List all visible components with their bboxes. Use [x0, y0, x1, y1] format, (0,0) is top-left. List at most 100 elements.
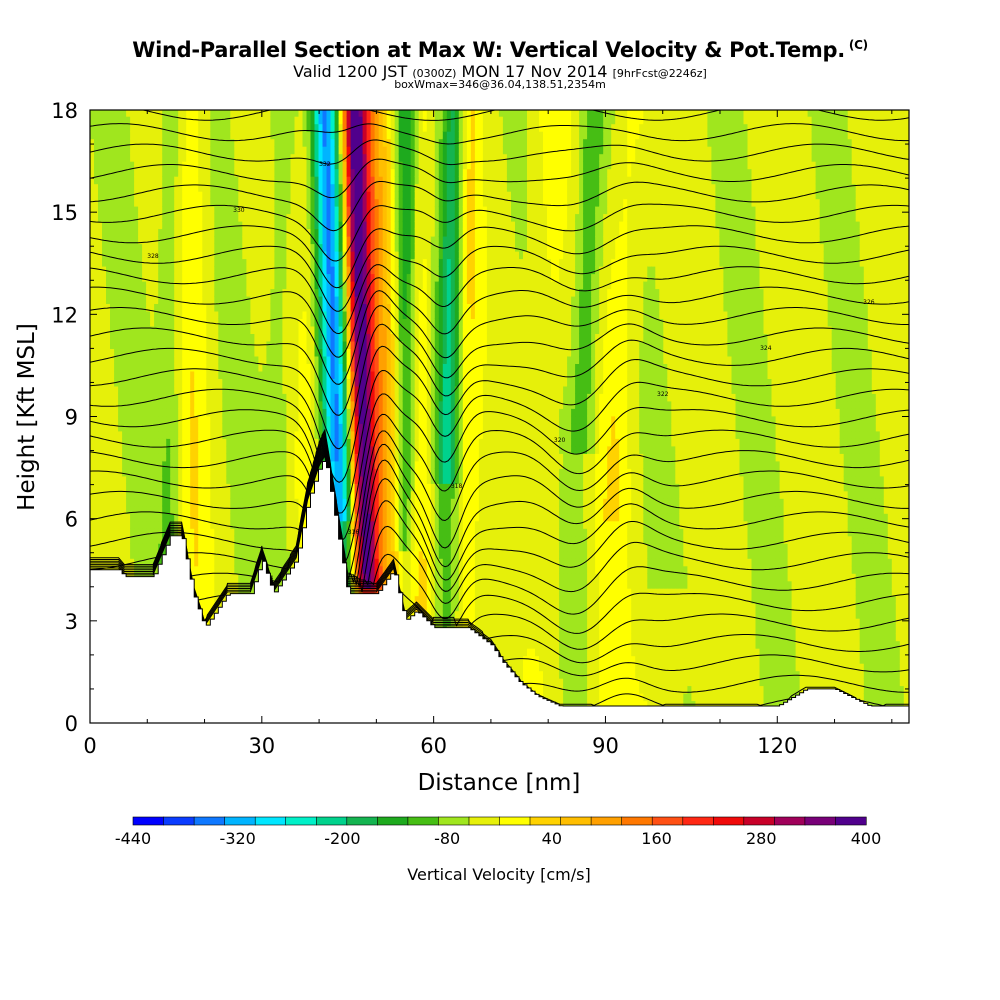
w-cell	[106, 243, 111, 252]
w-cell	[122, 370, 127, 379]
w-cell	[174, 146, 179, 155]
w-cell	[238, 408, 243, 417]
w-cell	[326, 333, 332, 342]
w-cell	[194, 475, 199, 484]
w-cell	[130, 198, 135, 207]
w-cell	[198, 505, 203, 514]
w-cell	[94, 393, 99, 402]
w-cell	[114, 273, 119, 282]
w-cell	[202, 191, 207, 200]
w-cell	[310, 415, 316, 424]
w-cell	[222, 243, 227, 252]
w-cell	[310, 453, 316, 462]
w-cell	[98, 513, 103, 522]
w-cell	[130, 385, 135, 394]
w-cell	[110, 228, 115, 237]
w-cell	[274, 318, 279, 327]
w-cell	[170, 468, 175, 477]
w-cell	[194, 400, 199, 409]
w-cell	[230, 370, 235, 379]
w-cell	[250, 543, 255, 552]
w-cell	[206, 168, 211, 177]
w-cell	[194, 385, 199, 394]
w-cell	[250, 266, 255, 275]
w-cell	[278, 340, 283, 349]
w-cell	[322, 303, 328, 312]
w-cell	[114, 243, 119, 252]
w-cell	[206, 445, 211, 454]
w-cell	[322, 288, 328, 297]
w-cell	[142, 490, 147, 499]
w-cell	[178, 303, 183, 312]
w-cell	[302, 176, 308, 185]
w-cell	[258, 221, 263, 230]
w-cell	[150, 355, 155, 364]
w-cell	[294, 453, 300, 462]
w-cell	[182, 110, 187, 117]
w-cell	[162, 123, 167, 132]
w-cell	[262, 430, 267, 439]
w-cell	[274, 355, 279, 364]
w-cell	[282, 116, 287, 125]
w-cell	[246, 183, 251, 192]
w-cell	[182, 348, 187, 357]
w-cell	[98, 183, 103, 192]
w-cell	[158, 535, 163, 544]
w-cell	[270, 558, 275, 567]
w-cell	[214, 138, 219, 147]
w-cell	[122, 535, 127, 544]
w-cell	[134, 430, 139, 439]
w-cell	[322, 123, 328, 132]
w-cell	[198, 110, 203, 117]
w-cell	[302, 221, 308, 230]
w-cell	[298, 138, 304, 147]
w-cell	[242, 340, 247, 349]
w-cell	[178, 520, 183, 529]
w-cell	[98, 535, 103, 544]
w-cell	[322, 415, 328, 424]
w-cell	[170, 333, 175, 342]
w-cell	[146, 318, 151, 327]
w-cell	[90, 243, 95, 252]
w-cell	[262, 191, 267, 200]
w-cell	[294, 415, 300, 424]
w-cell	[318, 400, 324, 409]
w-cell	[194, 528, 199, 537]
w-cell	[306, 138, 312, 147]
w-cell	[310, 266, 316, 275]
w-cell	[294, 146, 300, 155]
w-cell	[270, 273, 275, 282]
w-cell	[206, 460, 211, 469]
w-cell	[162, 453, 167, 462]
w-cell	[138, 206, 143, 215]
w-cell	[282, 206, 287, 215]
w-cell	[122, 281, 127, 290]
w-cell	[254, 243, 259, 252]
w-cell	[110, 423, 115, 432]
w-cell	[210, 423, 215, 432]
w-cell	[322, 138, 328, 147]
w-cell	[126, 340, 131, 349]
w-cell	[214, 295, 219, 304]
w-cell	[282, 513, 287, 522]
w-cell	[166, 303, 171, 312]
w-cell	[158, 385, 163, 394]
w-cell	[122, 543, 127, 552]
w-cell	[222, 573, 227, 582]
w-cell	[158, 460, 163, 469]
w-cell	[246, 520, 251, 529]
w-cell	[322, 221, 328, 230]
w-cell	[194, 325, 199, 334]
w-cell	[202, 206, 207, 215]
w-cell	[214, 438, 219, 447]
w-cell	[114, 400, 119, 409]
w-cell	[198, 513, 203, 522]
w-cell	[266, 138, 271, 147]
w-cell	[190, 565, 195, 574]
w-cell	[274, 393, 279, 402]
w-cell	[118, 333, 123, 342]
w-cell	[126, 325, 131, 334]
w-cell	[286, 273, 291, 282]
w-cell	[274, 191, 279, 200]
w-cell	[126, 116, 131, 125]
